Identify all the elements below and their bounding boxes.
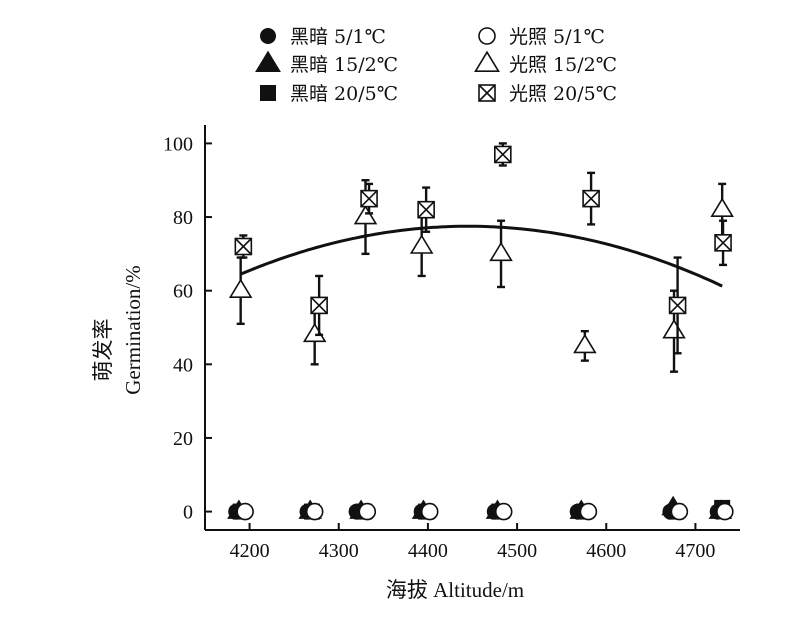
legend-marker bbox=[260, 28, 276, 44]
legend-item: 光照 20/5℃ bbox=[478, 83, 617, 105]
y-tick-label: 80 bbox=[173, 207, 193, 229]
data-point bbox=[417, 200, 435, 219]
data-point bbox=[710, 197, 734, 217]
data-point bbox=[360, 189, 378, 208]
legend-label: 光照 5/1℃ bbox=[509, 26, 605, 48]
data-point bbox=[489, 241, 513, 262]
legend-marker bbox=[478, 27, 496, 45]
x-tick-label: 4600 bbox=[586, 540, 626, 562]
data-point bbox=[353, 204, 378, 225]
x-tick-label: 4400 bbox=[408, 540, 448, 562]
data-point bbox=[310, 296, 328, 315]
y-tick-label: 40 bbox=[173, 354, 193, 376]
y-tick-label: 60 bbox=[173, 281, 193, 303]
series-4 bbox=[228, 179, 734, 373]
data-point bbox=[409, 234, 434, 254]
axes: 0 20 40 60 80 100 4200 4300 4400 4500 4600 4700 bbox=[163, 125, 740, 562]
data-point bbox=[716, 502, 734, 521]
y-axis-label-cn: 萌发率 bbox=[91, 319, 115, 382]
legend-item: 黑暗 15/2℃ bbox=[255, 50, 398, 76]
legend-label: 黑暗 5/1℃ bbox=[290, 26, 386, 48]
x-tick-label: 4300 bbox=[319, 540, 359, 562]
y-axis-label-en: Germination/% bbox=[121, 265, 145, 394]
legend-label: 黑暗 15/2℃ bbox=[290, 54, 398, 76]
data-point bbox=[305, 502, 324, 521]
fit-curve bbox=[240, 224, 723, 288]
legend-item: 黑暗 5/1℃ bbox=[260, 26, 386, 48]
data-point bbox=[236, 502, 254, 521]
data-point bbox=[302, 322, 327, 343]
data-point bbox=[670, 502, 689, 521]
legend-item: 光照 5/1℃ bbox=[478, 26, 605, 48]
y-tick-label: 0 bbox=[183, 502, 193, 524]
data-point bbox=[494, 502, 513, 521]
data-point bbox=[358, 502, 377, 521]
data-point bbox=[573, 333, 597, 354]
legend-marker bbox=[478, 84, 496, 102]
x-tick-label: 4500 bbox=[497, 540, 537, 562]
data-point bbox=[662, 319, 686, 339]
data-point bbox=[579, 502, 598, 521]
x-tick-label: 4200 bbox=[230, 540, 270, 562]
legend-marker bbox=[255, 50, 281, 73]
legend-marker bbox=[474, 50, 500, 73]
legend: 黑暗 5/1℃ 黑暗 15/2℃ 黑暗 20/5℃ 光照 5/1℃ 光照 15/2℃ 光照… bbox=[255, 26, 617, 105]
data-point bbox=[494, 145, 512, 164]
data-point bbox=[228, 278, 253, 298]
legend-item: 光照 15/2℃ bbox=[474, 50, 617, 76]
series-5 bbox=[234, 142, 732, 355]
data-point bbox=[714, 234, 732, 252]
data-point bbox=[582, 189, 600, 208]
plot-area bbox=[227, 142, 734, 521]
legend-marker bbox=[260, 85, 276, 101]
data-point bbox=[234, 237, 253, 256]
x-axis-label: 海拔 Altitude/m bbox=[386, 578, 524, 602]
legend-item: 黑暗 20/5℃ bbox=[260, 83, 398, 105]
y-tick-label: 100 bbox=[163, 133, 193, 155]
legend-label: 光照 15/2℃ bbox=[509, 54, 617, 76]
series-3 bbox=[236, 502, 734, 521]
x-tick-label: 4700 bbox=[675, 540, 715, 562]
legend-label: 光照 20/5℃ bbox=[509, 83, 617, 105]
y-tick-label: 20 bbox=[173, 428, 193, 450]
data-point bbox=[420, 502, 439, 521]
legend-label: 黑暗 20/5℃ bbox=[290, 83, 398, 105]
data-point bbox=[668, 296, 687, 315]
